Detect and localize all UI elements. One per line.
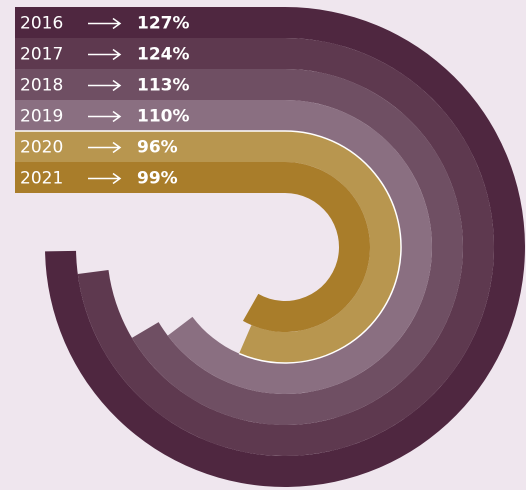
arrow (88, 172, 122, 185)
arrow (88, 17, 122, 30)
separator (15, 130, 402, 364)
value-label: 110% (137, 107, 190, 127)
arrow (88, 110, 122, 123)
value-label: 127% (137, 14, 190, 34)
value-label: 113% (137, 76, 190, 96)
arrow (88, 48, 122, 61)
bar (15, 38, 495, 456)
year-label: 2016 (20, 14, 63, 34)
arrow (88, 79, 122, 92)
year-label: 2018 (20, 76, 63, 96)
value-label: 124% (137, 45, 190, 65)
bar (15, 162, 371, 333)
arrow (88, 141, 122, 154)
value-label: 99% (137, 169, 178, 189)
year-label: 2017 (20, 45, 63, 65)
year-label: 2019 (20, 107, 63, 127)
year-label: 2020 (20, 138, 63, 158)
bar (15, 131, 401, 364)
value-label: 96% (137, 138, 178, 158)
bar (15, 100, 433, 394)
year-label: 2021 (20, 169, 63, 189)
